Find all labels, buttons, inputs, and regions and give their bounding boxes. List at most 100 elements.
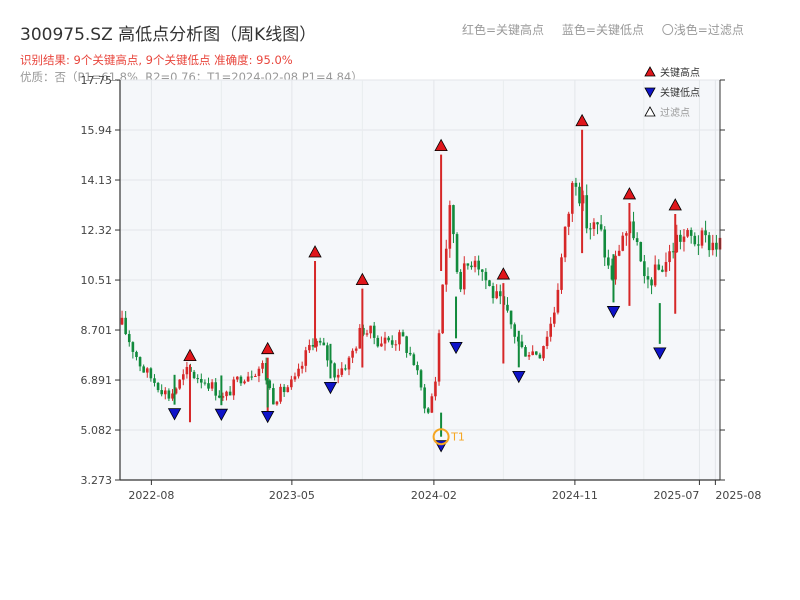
- candle-body: [488, 280, 491, 287]
- candle-body: [214, 382, 218, 396]
- candle-body: [480, 269, 484, 272]
- candle-body: [466, 263, 470, 266]
- candle-body: [632, 221, 635, 239]
- candle-body: [286, 387, 290, 393]
- candle-body: [545, 336, 549, 347]
- candle-body: [506, 304, 509, 311]
- x-tick-label: 2022-08: [128, 489, 174, 502]
- candle-body: [275, 401, 279, 405]
- candle-body: [372, 325, 376, 338]
- x-tick-label: 2025-07: [653, 489, 699, 502]
- candle-body: [290, 379, 293, 388]
- candle-body: [236, 376, 239, 380]
- candle-body: [369, 325, 372, 334]
- y-tick-label: 14.13: [81, 174, 113, 187]
- candle-body: [228, 391, 232, 396]
- candle-body: [581, 195, 585, 204]
- candle-body: [491, 286, 495, 299]
- candle-body: [700, 230, 704, 246]
- key-high-marker: [575, 113, 589, 127]
- candle-body: [484, 271, 488, 281]
- candle-body: [571, 182, 574, 214]
- candle-body: [174, 388, 178, 394]
- candle-body: [311, 345, 315, 347]
- key-high-marker: [261, 341, 275, 355]
- candle-body: [578, 186, 581, 204]
- key-low-marker: [214, 408, 229, 422]
- candle-body: [419, 370, 423, 388]
- candle-body: [416, 365, 419, 371]
- candle-body: [196, 378, 200, 380]
- candle-body: [592, 222, 596, 229]
- candle-body: [585, 195, 589, 229]
- key-low-marker: [606, 306, 621, 319]
- candle-body: [192, 371, 196, 379]
- legend-label: 关键高点: [660, 66, 700, 79]
- candle-body: [549, 323, 553, 337]
- candle-body: [405, 336, 408, 353]
- candle-body: [167, 390, 171, 399]
- candle-body: [441, 284, 444, 334]
- candle-body: [470, 265, 473, 268]
- candle-body: [531, 351, 534, 356]
- legend-marker: [644, 106, 656, 117]
- candle-body: [268, 380, 272, 389]
- y-tick-label: 10.51: [81, 274, 113, 287]
- candle-body: [376, 337, 380, 347]
- candle-body: [621, 235, 625, 251]
- legend-label: 过滤点: [660, 106, 690, 119]
- candle-body: [178, 379, 181, 389]
- candle-body: [509, 310, 513, 325]
- candle-body: [387, 337, 390, 341]
- candle-body: [308, 345, 311, 351]
- candle-body: [149, 368, 153, 379]
- candle-body: [671, 251, 675, 253]
- candle-body: [693, 235, 697, 245]
- x-tick-label: 2024-11: [552, 489, 598, 502]
- candle-body: [304, 350, 308, 366]
- candle-body: [635, 238, 639, 243]
- candle-body: [171, 393, 174, 399]
- candle-body: [534, 351, 538, 355]
- candle-body: [239, 376, 243, 384]
- x-tick-label: 2024-02: [411, 489, 457, 502]
- candle-body: [135, 351, 138, 358]
- legend-marker: [644, 66, 656, 77]
- y-tick-label: 5.082: [81, 424, 113, 437]
- candle-body: [610, 265, 614, 280]
- candle-body: [333, 363, 336, 378]
- candle-body: [589, 228, 592, 230]
- candle-body: [293, 376, 297, 380]
- candle-body: [599, 224, 603, 230]
- candle-body: [254, 376, 257, 378]
- candle-body: [444, 248, 448, 285]
- candle-body: [380, 343, 383, 347]
- candle-body: [643, 261, 646, 277]
- y-tick-label: 8.701: [81, 324, 113, 337]
- candle-body: [297, 368, 300, 377]
- candle-body: [574, 182, 578, 187]
- candle-body: [657, 264, 661, 270]
- candle-body: [704, 230, 707, 236]
- legend-label: 关键低点: [660, 86, 700, 99]
- candle-body: [279, 386, 282, 402]
- candle-body: [524, 347, 527, 357]
- candle-body: [527, 355, 531, 357]
- candle-body: [185, 366, 189, 375]
- key-low-marker: [323, 382, 338, 395]
- candle-body: [715, 242, 718, 250]
- candle-body: [315, 340, 318, 347]
- candle-body: [131, 342, 135, 352]
- candle-body: [358, 327, 362, 349]
- candle-body: [617, 250, 621, 256]
- candle-body: [272, 388, 275, 405]
- candle-body: [603, 229, 607, 258]
- candle-body: [336, 374, 340, 378]
- key-high-marker: [496, 267, 511, 280]
- key-high-marker: [668, 198, 682, 211]
- candle-body: [153, 378, 156, 383]
- candle-body: [513, 324, 516, 337]
- candle-body: [383, 337, 387, 344]
- candle-body: [138, 357, 142, 367]
- candle-body: [207, 383, 210, 389]
